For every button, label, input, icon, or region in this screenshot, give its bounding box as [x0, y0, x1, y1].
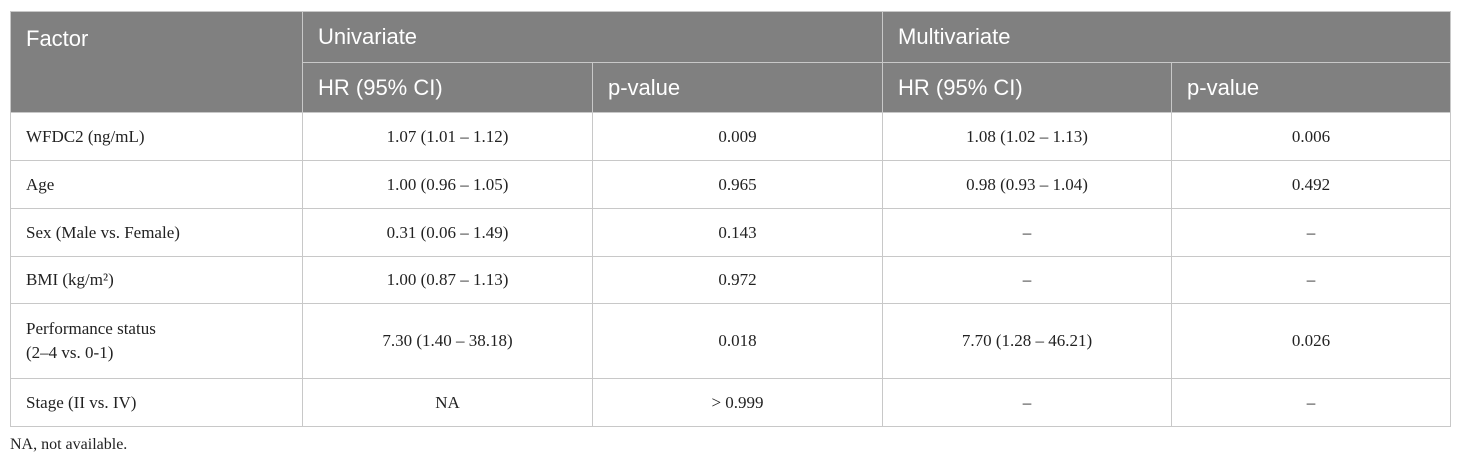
value-cell: 0.009 [591, 112, 884, 161]
table-row: Age 1.00 (0.96 – 1.05) 0.965 0.98 (0.93 – 1… [10, 160, 1452, 209]
value-cell: 0.31 (0.06 – 1.49) [302, 208, 593, 257]
value-cell: 0.006 [1171, 112, 1452, 161]
factor-cell: Age [10, 160, 303, 209]
value-cell: – [882, 256, 1173, 304]
value-cell: NA [302, 378, 593, 427]
factor-cell: Stage (II vs. IV) [10, 378, 303, 427]
value-cell: 7.70 (1.28 – 46.21) [882, 303, 1173, 379]
value-cell: 7.30 (1.40 – 38.18) [302, 303, 593, 379]
value-cell: 1.08 (1.02 – 1.13) [882, 112, 1173, 161]
value-cell: 0.492 [1171, 160, 1452, 209]
value-cell: 0.143 [591, 208, 884, 257]
header-cell: Multivariate [882, 11, 1452, 63]
table-row: WFDC2 (ng/mL) 1.07 (1.01 – 1.12) 0.009 1.08… [10, 112, 1452, 161]
factor-cell: WFDC2 (ng/mL) [10, 112, 303, 161]
header-cell: Factor [10, 11, 303, 113]
value-cell: 0.972 [591, 256, 884, 304]
value-cell: – [1171, 378, 1452, 427]
value-cell: – [1171, 208, 1452, 257]
header-cell: Univariate [301, 11, 884, 63]
value-cell: 0.98 (0.93 – 1.04) [882, 160, 1173, 209]
value-cell: 0.026 [1171, 303, 1452, 379]
table-row: Stage (II vs. IV) NA > 0.999– – [10, 378, 1452, 427]
subheader-cell: p-value [1171, 62, 1452, 113]
results-table: Factor Univariate Multivariate HR (95% C… [10, 11, 1452, 427]
table-row: BMI (kg/m²) 1.00 (0.87 – 1.13) 0.972– – [10, 256, 1452, 304]
factor-cell: Performance status (2–4 vs. 0-1) [10, 303, 303, 379]
value-cell: 0.018 [591, 303, 884, 379]
table-row: Performance status (2–4 vs. 0-1) 7.30 (1.… [10, 303, 1452, 379]
value-cell: 1.07 (1.01 – 1.12) [302, 112, 593, 161]
factor-cell: BMI (kg/m²) [10, 256, 303, 304]
subheader-cell: HR (95% CI) [882, 62, 1173, 113]
value-cell: 0.965 [591, 160, 884, 209]
factor-cell: Sex (Male vs. Female) [10, 208, 303, 257]
value-cell: – [882, 208, 1173, 257]
subheader-cell: HR (95% CI) [302, 62, 593, 113]
subheader-cell: p-value [591, 62, 884, 113]
value-cell: 1.00 (0.96 – 1.05) [302, 160, 593, 209]
footnote: NA, not available. [10, 436, 128, 453]
table-row: Sex (Male vs. Female) 0.31 (0.06 – 1.49) 0… [10, 208, 1452, 257]
value-cell: > 0.999 [591, 378, 884, 427]
value-cell: 1.00 (0.87 – 1.13) [302, 256, 593, 304]
value-cell: – [1171, 256, 1452, 304]
value-cell: – [882, 378, 1173, 427]
